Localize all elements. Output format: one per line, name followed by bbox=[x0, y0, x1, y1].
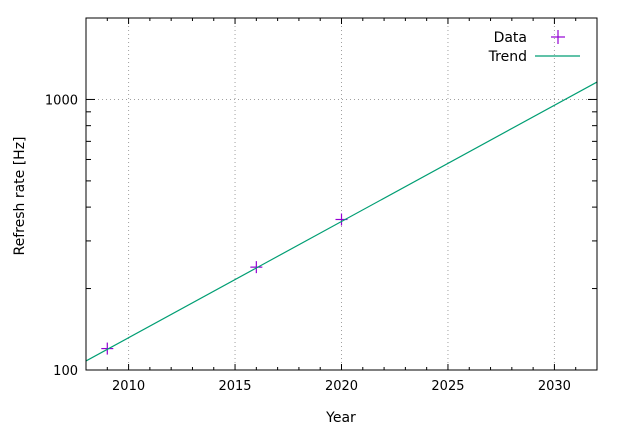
data-point bbox=[101, 342, 114, 355]
y-tick-label: 1000 bbox=[45, 93, 78, 108]
x-tick-labels: 2010 2015 2020 2025 2030 bbox=[112, 379, 571, 394]
legend-label-trend: Trend bbox=[488, 49, 527, 65]
x-tick-label: 2015 bbox=[218, 379, 251, 394]
data-point bbox=[250, 261, 263, 274]
x-tick-label: 2025 bbox=[431, 379, 464, 394]
grid-lines bbox=[86, 18, 597, 370]
y-tick-labels: 100 1000 bbox=[45, 93, 78, 379]
y-axis-label: Refresh rate [Hz] bbox=[12, 136, 28, 255]
trend-line bbox=[86, 81, 597, 362]
x-tick-label: 2010 bbox=[112, 379, 145, 394]
legend: Data Trend bbox=[488, 30, 580, 65]
plot-frame bbox=[85, 17, 598, 371]
legend-marker-data bbox=[551, 30, 565, 44]
x-axis-label: Year bbox=[325, 410, 356, 426]
x-tick-label: 2020 bbox=[325, 379, 358, 394]
y-tick-label: 100 bbox=[53, 364, 78, 379]
x-tick-label: 2030 bbox=[538, 379, 571, 394]
legend-label-data: Data bbox=[494, 30, 527, 46]
series-layer bbox=[86, 81, 597, 362]
